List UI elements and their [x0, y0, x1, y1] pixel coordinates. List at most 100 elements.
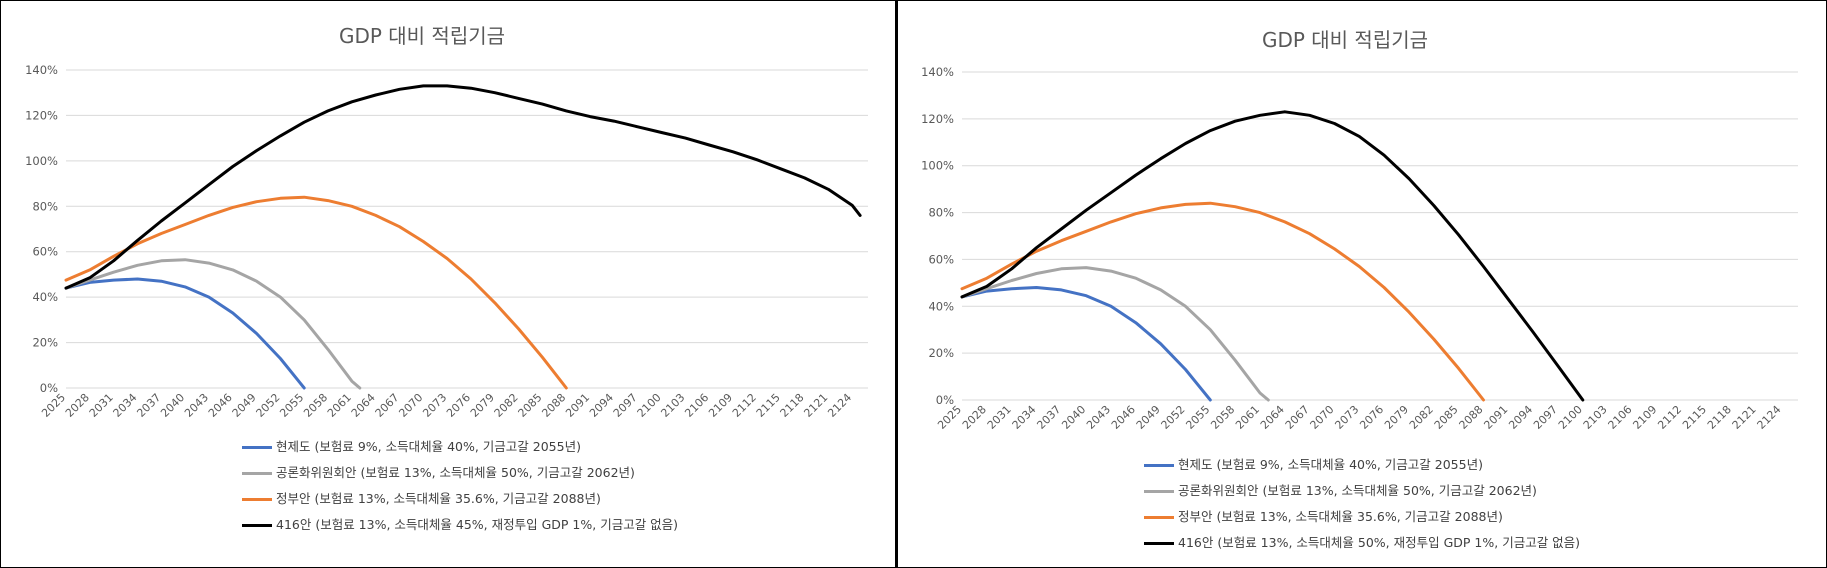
legend-label: 416안 (보험료 13%, 소득대체율 50%, 재정투입 GDP 1%, 기… — [1178, 535, 1581, 550]
chart-legend: 현제도 (보험료 9%, 소득대체율 40%, 기금고갈 2055년) 공론화위… — [242, 434, 678, 538]
x-tick-label: 2100 — [635, 391, 664, 420]
x-tick-label: 2052 — [254, 391, 283, 420]
x-tick-label: 2088 — [1457, 403, 1486, 432]
chart-title: GDP 대비 적립기금 — [1261, 28, 1429, 52]
x-tick-label: 2118 — [1705, 403, 1734, 432]
x-tick-label: 2061 — [325, 391, 354, 420]
x-tick-label: 2031 — [87, 391, 116, 420]
legend-swatch-blue — [242, 445, 272, 449]
legend-swatch-gray — [242, 471, 272, 475]
x-tick-label: 2058 — [301, 391, 330, 420]
x-tick-label: 2037 — [1034, 403, 1063, 432]
x-tick-label: 2112 — [1655, 403, 1684, 432]
x-tick-label: 2106 — [1606, 403, 1635, 432]
x-tick-label: 2091 — [1481, 403, 1510, 432]
y-tick-label: 0% — [936, 393, 954, 407]
x-tick-label: 2067 — [373, 391, 402, 420]
x-tick-label: 2118 — [778, 391, 807, 420]
legend-item-416-plan: 416안 (보험료 13%, 소득대체율 45%, 재정투입 GDP 1%, 기… — [242, 512, 678, 538]
legend-label: 정부안 (보험료 13%, 소득대체율 35.6%, 기금고갈 2088년) — [1178, 509, 1503, 524]
x-tick-label: 2076 — [444, 391, 473, 420]
x-tick-label: 2064 — [1258, 403, 1287, 432]
x-tick-label: 2094 — [1506, 403, 1535, 432]
x-tick-label: 2103 — [1581, 403, 1610, 432]
x-tick-label: 2079 — [1382, 403, 1411, 432]
x-tick-label: 2097 — [611, 391, 640, 420]
y-tick-label: 120% — [25, 108, 58, 122]
legend-item-deliberation-committee: 공론화위원회안 (보험료 13%, 소득대체율 50%, 기금고갈 2062년) — [1144, 478, 1580, 504]
y-tick-label: 120% — [921, 112, 954, 126]
x-tick-label: 2025 — [39, 391, 68, 420]
x-tick-label: 2040 — [158, 391, 187, 420]
x-tick-label: 2121 — [801, 391, 830, 420]
legend-label: 현제도 (보험료 9%, 소득대체율 40%, 기금고갈 2055년) — [1178, 457, 1483, 472]
x-tick-label: 2079 — [468, 391, 497, 420]
series-line — [960, 201, 1485, 402]
x-tick-label: 2109 — [706, 391, 735, 420]
x-tick-label: 2052 — [1159, 403, 1188, 432]
legend-item-government-plan: 정부안 (보험료 13%, 소득대체율 35.6%, 기금고갈 2088년) — [1144, 504, 1580, 530]
x-tick-label: 2043 — [182, 391, 211, 420]
y-tick-label: 140% — [921, 65, 954, 79]
series-line — [64, 195, 568, 390]
x-tick-label: 2100 — [1556, 403, 1585, 432]
series-line — [64, 277, 306, 390]
y-tick-label: 40% — [32, 290, 58, 304]
chart-plot-area: 0%20%40%60%80%100%120%140%20252028203120… — [921, 65, 1798, 432]
x-tick-label: 2073 — [420, 391, 449, 420]
series-line — [960, 286, 1212, 402]
x-tick-label: 2055 — [277, 391, 306, 420]
x-tick-label: 2076 — [1357, 403, 1386, 432]
legend-item-current-system: 현제도 (보험료 9%, 소득대체율 40%, 기금고갈 2055년) — [242, 434, 678, 460]
chart-title: GDP 대비 적립기금 — [338, 24, 506, 48]
x-tick-label: 2031 — [985, 403, 1014, 432]
x-tick-label: 2097 — [1531, 403, 1560, 432]
x-tick-label: 2085 — [1432, 403, 1461, 432]
legend-label: 공론화위원회안 (보험료 13%, 소득대체율 50%, 기금고갈 2062년) — [276, 465, 635, 480]
x-tick-label: 2070 — [1308, 403, 1337, 432]
x-tick-label: 2067 — [1283, 403, 1312, 432]
x-tick-label: 2028 — [63, 391, 92, 420]
y-tick-label: 100% — [25, 154, 58, 168]
x-tick-label: 2082 — [492, 391, 521, 420]
legend-label: 공론화위원회안 (보험료 13%, 소득대체율 50%, 기금고갈 2062년) — [1178, 483, 1537, 498]
x-tick-label: 2034 — [1010, 403, 1039, 432]
legend-label: 416안 (보험료 13%, 소득대체율 45%, 재정투입 GDP 1%, 기… — [276, 517, 679, 532]
x-tick-label: 2034 — [111, 391, 140, 420]
series-line — [960, 266, 1270, 402]
legend-item-416-plan: 416안 (보험료 13%, 소득대체율 50%, 재정투입 GDP 1%, 기… — [1144, 530, 1580, 556]
x-tick-label: 2040 — [1059, 403, 1088, 432]
x-tick-label: 2028 — [960, 403, 989, 432]
legend-item-deliberation-committee: 공론화위원회안 (보험료 13%, 소득대체율 50%, 기금고갈 2062년) — [242, 460, 678, 486]
legend-swatch-black — [242, 523, 272, 527]
x-tick-label: 2037 — [134, 391, 163, 420]
x-tick-label: 2115 — [754, 391, 783, 420]
chart-plot-area: 0%20%40%60%80%100%120%140%20252028203120… — [25, 63, 868, 420]
legend-label: 현제도 (보험료 9%, 소득대체율 40%, 기금고갈 2055년) — [276, 439, 581, 454]
x-tick-label: 2124 — [825, 391, 854, 420]
x-tick-label: 2094 — [587, 391, 616, 420]
legend-item-government-plan: 정부안 (보험료 13%, 소득대체율 35.6%, 기금고갈 2088년) — [242, 486, 678, 512]
x-tick-label: 2109 — [1630, 403, 1659, 432]
y-tick-label: 40% — [928, 299, 954, 313]
x-tick-label: 2106 — [682, 391, 711, 420]
x-tick-label: 2025 — [935, 403, 964, 432]
y-tick-label: 80% — [32, 199, 58, 213]
x-tick-label: 2085 — [516, 391, 545, 420]
chart-panel-right: GDP 대비 적립기금 0% 20% 40% 60% 80% 100% 120% 140% 20… — [898, 2, 1824, 564]
y-tick-label: 0% — [40, 381, 58, 395]
legend-item-current-system: 현제도 (보험료 9%, 소득대체율 40%, 기금고갈 2055년) — [1144, 452, 1580, 478]
series-line — [960, 110, 1585, 402]
x-tick-label: 2073 — [1332, 403, 1361, 432]
x-tick-label: 2049 — [230, 391, 259, 420]
x-tick-label: 2121 — [1730, 403, 1759, 432]
series-line — [64, 258, 362, 390]
y-tick-label: 60% — [32, 245, 58, 259]
x-tick-label: 2124 — [1755, 403, 1784, 432]
x-tick-label: 2082 — [1407, 403, 1436, 432]
panel-divider — [895, 0, 898, 568]
y-tick-label: 140% — [25, 63, 58, 77]
x-tick-label: 2115 — [1680, 403, 1709, 432]
x-tick-label: 2049 — [1134, 403, 1163, 432]
x-tick-label: 2046 — [1109, 403, 1138, 432]
